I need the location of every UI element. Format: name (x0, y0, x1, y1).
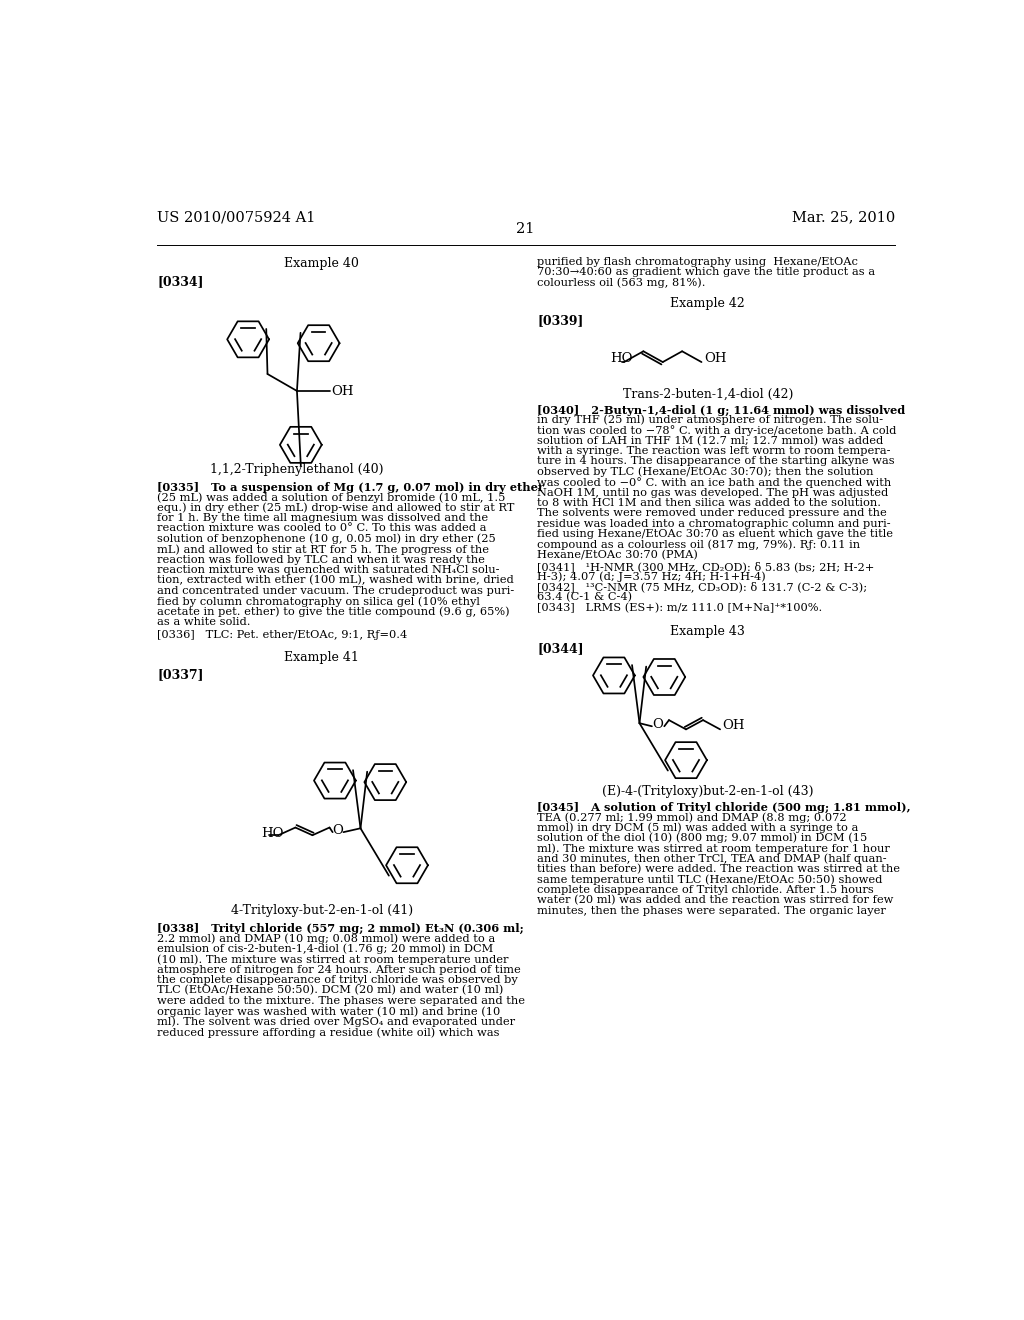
Text: US 2010/0075924 A1: US 2010/0075924 A1 (158, 211, 315, 224)
Text: solution of LAH in THF 1M (12.7 ml; 12.7 mmol) was added: solution of LAH in THF 1M (12.7 ml; 12.7… (538, 436, 884, 446)
Text: in dry THF (25 ml) under atmosphere of nitrogen. The solu-: in dry THF (25 ml) under atmosphere of n… (538, 414, 884, 425)
Text: (25 mL) was added a solution of benzyl bromide (10 mL, 1.5: (25 mL) was added a solution of benzyl b… (158, 492, 506, 503)
Text: residue was loaded into a chromatographic column and puri-: residue was loaded into a chromatographi… (538, 519, 891, 529)
Text: Hexane/EtOAc 30:70 (PMA): Hexane/EtOAc 30:70 (PMA) (538, 550, 698, 560)
Text: [0335]   To a suspension of Mg (1.7 g, 0.07 mol) in dry ether: [0335] To a suspension of Mg (1.7 g, 0.0… (158, 482, 545, 492)
Text: [0341]   ¹H-NMR (300 MHz, CD₂OD): δ 5.83 (bs; 2H; H-2+: [0341] ¹H-NMR (300 MHz, CD₂OD): δ 5.83 (… (538, 561, 874, 572)
Text: TEA (0.277 ml; 1.99 mmol) and DMAP (8.8 mg; 0.072: TEA (0.277 ml; 1.99 mmol) and DMAP (8.8 … (538, 812, 847, 822)
Text: organic layer was washed with water (10 ml) and brine (10: organic layer was washed with water (10 … (158, 1006, 501, 1016)
Text: Example 40: Example 40 (285, 257, 359, 271)
Text: minutes, then the phases were separated. The organic layer: minutes, then the phases were separated.… (538, 906, 886, 916)
Text: atmosphere of nitrogen for 24 hours. After such period of time: atmosphere of nitrogen for 24 hours. Aft… (158, 965, 521, 974)
Text: reaction mixture was quenched with saturated NH₄Cl solu-: reaction mixture was quenched with satur… (158, 565, 500, 576)
Text: colourless oil (563 mg, 81%).: colourless oil (563 mg, 81%). (538, 277, 706, 288)
Text: O: O (332, 824, 343, 837)
Text: [0338]   Trityl chloride (557 mg; 2 mmol) Et₃N (0.306 ml;: [0338] Trityl chloride (557 mg; 2 mmol) … (158, 923, 524, 935)
Text: [0339]: [0339] (538, 314, 584, 327)
Text: H-3); 4.07 (d; J=3.57 Hz; 4H; H-1+H-4): H-3); 4.07 (d; J=3.57 Hz; 4H; H-1+H-4) (538, 572, 766, 582)
Text: was cooled to −0° C. with an ice bath and the quenched with: was cooled to −0° C. with an ice bath an… (538, 478, 892, 488)
Text: reduced pressure affording a residue (white oil) which was: reduced pressure affording a residue (wh… (158, 1027, 500, 1038)
Text: [0342]   ¹³C-NMR (75 MHz, CD₃OD): δ 131.7 (C-2 & C-3);: [0342] ¹³C-NMR (75 MHz, CD₃OD): δ 131.7 … (538, 582, 867, 593)
Text: (10 ml). The mixture was stirred at room temperature under: (10 ml). The mixture was stirred at room… (158, 954, 509, 965)
Text: tion, extracted with ether (100 mL), washed with brine, dried: tion, extracted with ether (100 mL), was… (158, 576, 514, 586)
Text: [0340]   2-Butyn-1,4-diol (1 g; 11.64 mmol) was dissolved: [0340] 2-Butyn-1,4-diol (1 g; 11.64 mmol… (538, 404, 905, 416)
Text: O: O (652, 718, 664, 731)
Text: equ.) in dry ether (25 mL) drop-wise and allowed to stir at RT: equ.) in dry ether (25 mL) drop-wise and… (158, 503, 515, 513)
Text: [0336]   TLC: Pet. ether/EtOAc, 9:1, Rƒ=0.4: [0336] TLC: Pet. ether/EtOAc, 9:1, Rƒ=0.… (158, 630, 408, 640)
Text: Trans-2-buten-1,4-diol (42): Trans-2-buten-1,4-diol (42) (623, 388, 793, 400)
Text: Example 41: Example 41 (285, 651, 359, 664)
Text: tities than before) were added. The reaction was stirred at the: tities than before) were added. The reac… (538, 865, 900, 874)
Text: reaction mixture was cooled to 0° C. To this was added a: reaction mixture was cooled to 0° C. To … (158, 524, 487, 533)
Text: to 8 with HCl 1M and then silica was added to the solution.: to 8 with HCl 1M and then silica was add… (538, 498, 882, 508)
Text: NaOH 1M, until no gas was developed. The pH was adjusted: NaOH 1M, until no gas was developed. The… (538, 487, 889, 498)
Text: ture in 4 hours. The disappearance of the starting alkyne was: ture in 4 hours. The disappearance of th… (538, 457, 895, 466)
Text: fied by column chromatography on silica gel (10% ethyl: fied by column chromatography on silica … (158, 597, 480, 607)
Text: Example 43: Example 43 (671, 626, 745, 639)
Text: purified by flash chromatography using  Hexane/EtOAc: purified by flash chromatography using H… (538, 257, 858, 267)
Text: tion was cooled to −78° C. with a dry-ice/acetone bath. A cold: tion was cooled to −78° C. with a dry-ic… (538, 425, 897, 436)
Text: acetate in pet. ether) to give the title compound (9.6 g, 65%): acetate in pet. ether) to give the title… (158, 607, 510, 618)
Text: HO: HO (261, 828, 284, 841)
Text: observed by TLC (Hexane/EtOAc 30:70); then the solution: observed by TLC (Hexane/EtOAc 30:70); th… (538, 467, 873, 478)
Text: 70:30→40:60 as gradient which gave the title product as a: 70:30→40:60 as gradient which gave the t… (538, 268, 876, 277)
Text: 21: 21 (516, 222, 534, 235)
Text: [0343]   LRMS (ES+): m/z 111.0 [M+Na]⁺*100%.: [0343] LRMS (ES+): m/z 111.0 [M+Na]⁺*100… (538, 603, 822, 612)
Text: 63.4 (C-1 & C-4): 63.4 (C-1 & C-4) (538, 593, 633, 603)
Text: for 1 h. By the time all magnesium was dissolved and the: for 1 h. By the time all magnesium was d… (158, 513, 488, 523)
Text: and 30 minutes, then other TrCl, TEA and DMAP (half quan-: and 30 minutes, then other TrCl, TEA and… (538, 854, 887, 865)
Text: 2.2 mmol) and DMAP (10 mg; 0.08 mmol) were added to a: 2.2 mmol) and DMAP (10 mg; 0.08 mmol) we… (158, 933, 496, 944)
Text: OH: OH (331, 385, 353, 399)
Text: fied using Hexane/EtOAc 30:70 as eluent which gave the title: fied using Hexane/EtOAc 30:70 as eluent … (538, 529, 893, 539)
Text: mmol) in dry DCM (5 ml) was added with a syringe to a: mmol) in dry DCM (5 ml) was added with a… (538, 822, 858, 833)
Text: reaction was followed by TLC and when it was ready the: reaction was followed by TLC and when it… (158, 554, 485, 565)
Text: emulsion of cis-2-buten-1,4-diol (1.76 g; 20 mmol) in DCM: emulsion of cis-2-buten-1,4-diol (1.76 g… (158, 944, 494, 954)
Text: [0345]   A solution of Trityl chloride (500 mg; 1.81 mmol),: [0345] A solution of Trityl chloride (50… (538, 801, 910, 813)
Text: ml). The solvent was dried over MgSO₄ and evaporated under: ml). The solvent was dried over MgSO₄ an… (158, 1016, 515, 1027)
Text: Example 42: Example 42 (671, 297, 745, 310)
Text: 1,1,2-Triphenylethanol (40): 1,1,2-Triphenylethanol (40) (210, 462, 384, 475)
Text: the complete disappearance of trityl chloride was observed by: the complete disappearance of trityl chl… (158, 975, 518, 985)
Text: as a white solid.: as a white solid. (158, 616, 251, 627)
Text: HO: HO (610, 351, 633, 364)
Text: mL) and allowed to stir at RT for 5 h. The progress of the: mL) and allowed to stir at RT for 5 h. T… (158, 544, 489, 554)
Text: were added to the mixture. The phases were separated and the: were added to the mixture. The phases we… (158, 995, 525, 1006)
Text: compound as a colourless oil (817 mg, 79%). Rƒ: 0.11 in: compound as a colourless oil (817 mg, 79… (538, 540, 860, 550)
Text: Mar. 25, 2010: Mar. 25, 2010 (792, 211, 895, 224)
Text: water (20 ml) was added and the reaction was stirred for few: water (20 ml) was added and the reaction… (538, 895, 894, 906)
Text: (E)-4-(Trityloxy)but-2-en-1-ol (43): (E)-4-(Trityloxy)but-2-en-1-ol (43) (602, 785, 813, 797)
Text: OH: OH (703, 351, 726, 364)
Text: [0337]: [0337] (158, 668, 204, 681)
Text: same temperature until TLC (Hexane/EtOAc 50:50) showed: same temperature until TLC (Hexane/EtOAc… (538, 874, 883, 886)
Text: 4-Trityloxy-but-2-en-1-ol (41): 4-Trityloxy-but-2-en-1-ol (41) (230, 904, 413, 917)
Text: ml). The mixture was stirred at room temperature for 1 hour: ml). The mixture was stirred at room tem… (538, 843, 890, 854)
Text: and concentrated under vacuum. The crudeproduct was puri-: and concentrated under vacuum. The crude… (158, 586, 515, 595)
Text: solution of the diol (10) (800 mg; 9.07 mmol) in DCM (15: solution of the diol (10) (800 mg; 9.07 … (538, 833, 867, 843)
Text: [0334]: [0334] (158, 276, 204, 289)
Text: TLC (EtOAc/Hexane 50:50). DCM (20 ml) and water (10 ml): TLC (EtOAc/Hexane 50:50). DCM (20 ml) an… (158, 985, 504, 995)
Text: The solvents were removed under reduced pressure and the: The solvents were removed under reduced … (538, 508, 887, 519)
Text: OH: OH (722, 719, 744, 733)
Text: [0344]: [0344] (538, 643, 584, 655)
Text: with a syringe. The reaction was left worm to room tempera-: with a syringe. The reaction was left wo… (538, 446, 891, 455)
Text: complete disappearance of Trityl chloride. After 1.5 hours: complete disappearance of Trityl chlorid… (538, 884, 873, 895)
Text: solution of benzophenone (10 g, 0.05 mol) in dry ether (25: solution of benzophenone (10 g, 0.05 mol… (158, 533, 497, 544)
